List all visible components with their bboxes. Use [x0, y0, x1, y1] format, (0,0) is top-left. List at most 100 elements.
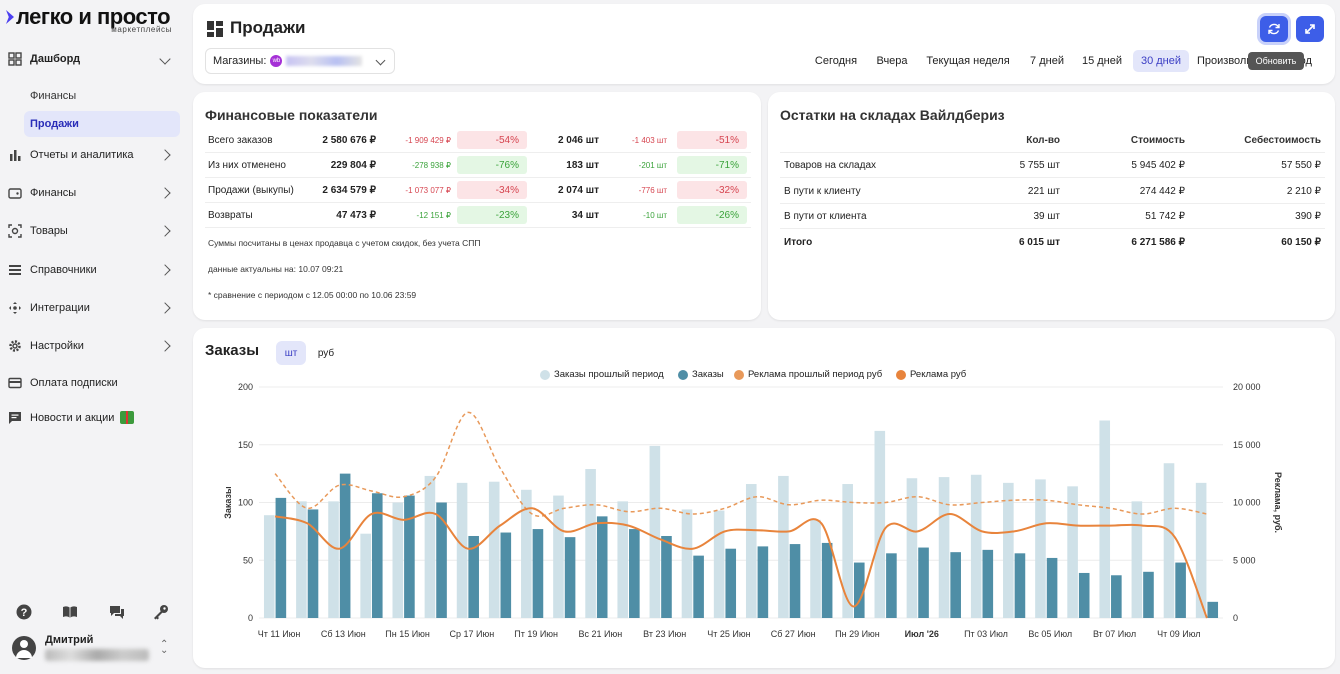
fin-row-label: Всего заказов	[208, 135, 273, 146]
sidebar-item-news[interactable]: Новости и акции	[0, 403, 186, 433]
sidebar-item-subscription[interactable]: Оплата подписки	[0, 368, 186, 398]
legend-swatch	[678, 369, 688, 380]
x-tick-label: Вт 07 Июл	[1093, 629, 1136, 639]
sidebar-item-directories[interactable]: Справочники	[0, 255, 186, 285]
chevron-right-icon	[159, 149, 171, 161]
sidebar-item-settings[interactable]: Настройки	[0, 331, 186, 361]
period-7-days[interactable]: 7 дней	[1030, 55, 1064, 67]
y2-tick-label: 10 000	[1233, 498, 1261, 508]
orders-chart-card: Заказы шт руб Заказы прошлый период Заказ…	[193, 328, 1335, 668]
x-tick-label: Пт 19 Июн	[514, 629, 558, 639]
refresh-button[interactable]	[1260, 16, 1288, 42]
bar-prev-orders	[424, 475, 436, 618]
bar-prev-orders	[553, 495, 564, 618]
bar-prev-orders	[488, 481, 500, 618]
card-title: Финансовые показатели	[205, 107, 378, 123]
period-today[interactable]: Сегодня	[814, 55, 858, 67]
fin-row-qty: 183 шт	[566, 160, 599, 171]
sidebar-subitem-sales[interactable]: Продажи	[24, 111, 180, 137]
fin-row-qty-percent: -71%	[677, 156, 747, 174]
line-ads	[274, 507, 1208, 619]
bar-prev-orders	[1035, 479, 1046, 618]
user-email-blurred	[45, 649, 149, 661]
refresh-icon	[1268, 23, 1280, 35]
stock-row-label: Товаров на складах	[784, 160, 877, 171]
page-title: Продажи	[230, 18, 306, 37]
svg-text:?: ?	[21, 607, 28, 619]
key-icon[interactable]	[153, 604, 169, 620]
card-title: Остатки на складах Вайлдбериз	[780, 107, 1005, 123]
x-tick-label: Вт 23 Июн	[643, 629, 686, 639]
x-tick-label: Сб 13 Июн	[321, 629, 366, 639]
fin-row-qty-percent: -26%	[677, 206, 747, 224]
store-label: Магазины:	[213, 55, 267, 67]
sidebar: легко и просто маркетплейсы Дашборд Фина…	[0, 0, 186, 674]
fin-row-label: Продажи (выкупы)	[208, 185, 294, 196]
fin-row: Из них отменено 229 804 ₽ -278 938 ₽ -76…	[205, 153, 751, 178]
bar-orders	[371, 493, 383, 618]
stock-row: Товаров на складах 5 755 шт 5 945 402 ₽ …	[780, 153, 1325, 178]
legend-item[interactable]: Заказы прошлый период	[540, 369, 664, 380]
x-tick-label: Чт 25 Июн	[707, 629, 750, 639]
sidebar-item-label: Новости и акции	[30, 412, 115, 424]
legend-label: Заказы прошлый период	[554, 369, 664, 380]
x-tick-label: Вс 05 Июл	[1028, 629, 1072, 639]
legend-item[interactable]: Заказы	[678, 369, 724, 380]
sidebar-item-integrations[interactable]: Интеграции	[0, 293, 186, 323]
credit-card-icon	[8, 377, 22, 389]
logo-mark-icon	[6, 10, 14, 24]
note-prices: Суммы посчитаны в ценах продавца с учето…	[208, 238, 481, 248]
gear-icon	[9, 340, 21, 352]
sidebar-subitem-finance[interactable]: Финансы	[30, 90, 77, 102]
bar-orders	[532, 529, 544, 618]
fin-row-qty-delta: -776 шт	[638, 186, 667, 195]
period-15-days[interactable]: 15 дней	[1081, 55, 1123, 67]
bar-orders	[436, 502, 447, 618]
bar-orders	[468, 535, 479, 618]
bar-orders	[629, 529, 640, 618]
y-tick-label: 150	[238, 440, 253, 450]
x-tick-label: Чт 09 Июл	[1157, 629, 1200, 639]
brand-logo[interactable]: легко и просто маркетплейсы	[6, 4, 186, 34]
user-profile[interactable]: Дмитрий ⌃ ⌄	[12, 634, 182, 668]
y-tick-label: 50	[243, 555, 253, 565]
brand-tagline: маркетплейсы	[111, 25, 172, 34]
period-current-week[interactable]: Текущая неделя	[926, 55, 1010, 67]
fin-row-label: Возвраты	[208, 210, 253, 221]
help-icon[interactable]: ?	[16, 604, 32, 620]
sidebar-item-label: Товары	[30, 225, 68, 237]
bar-prev-orders	[810, 519, 821, 618]
x-tick-label: Сб 27 Июн	[771, 629, 816, 639]
bar-prev-orders	[713, 510, 725, 618]
bar-orders	[661, 535, 672, 618]
sidebar-item-dashboard[interactable]: Дашборд	[0, 44, 186, 74]
sidebar-item-products[interactable]: Товары	[0, 216, 186, 246]
gift-icon	[120, 411, 134, 424]
legend-item[interactable]: Реклама прошлый период руб	[734, 369, 882, 380]
sidebar-item-finance[interactable]: Финансы	[0, 178, 186, 208]
bar-prev-orders	[263, 515, 275, 618]
user-name: Дмитрий	[45, 634, 94, 646]
col-qty: Кол-во	[1026, 135, 1060, 146]
fin-row-sum: 229 804 ₽	[330, 160, 376, 171]
stock-row-cost: 274 442 ₽	[1139, 185, 1185, 197]
sidebar-bottom-toolbar: ?	[16, 604, 176, 622]
note-comparison-period: * сравнение с периодом с 12.05 00:00 по …	[208, 290, 417, 300]
fin-row-sum: 2 580 676 ₽	[322, 135, 376, 146]
period-30-days[interactable]: 30 дней	[1133, 50, 1189, 72]
col-cost: Стоимость	[1130, 135, 1185, 146]
unit-qty-toggle[interactable]: шт	[276, 341, 306, 365]
bar-orders	[725, 548, 737, 618]
store-select[interactable]: Магазины: wb	[205, 48, 395, 74]
book-icon[interactable]	[62, 604, 78, 620]
chat-icon[interactable]	[109, 604, 125, 620]
fullscreen-button[interactable]	[1296, 16, 1324, 42]
fin-row-sum: 47 473 ₽	[336, 210, 376, 221]
stock-row-self-cost: 2 210 ₽	[1286, 185, 1321, 197]
sidebar-item-reports[interactable]: Отчеты и аналитика	[0, 140, 186, 170]
unit-rub-toggle[interactable]: руб	[317, 347, 335, 359]
legend-item[interactable]: Реклама руб	[896, 369, 966, 380]
wallet-icon	[8, 188, 22, 199]
period-yesterday[interactable]: Вчера	[876, 55, 908, 67]
sidebar-item-label: Справочники	[30, 264, 97, 276]
